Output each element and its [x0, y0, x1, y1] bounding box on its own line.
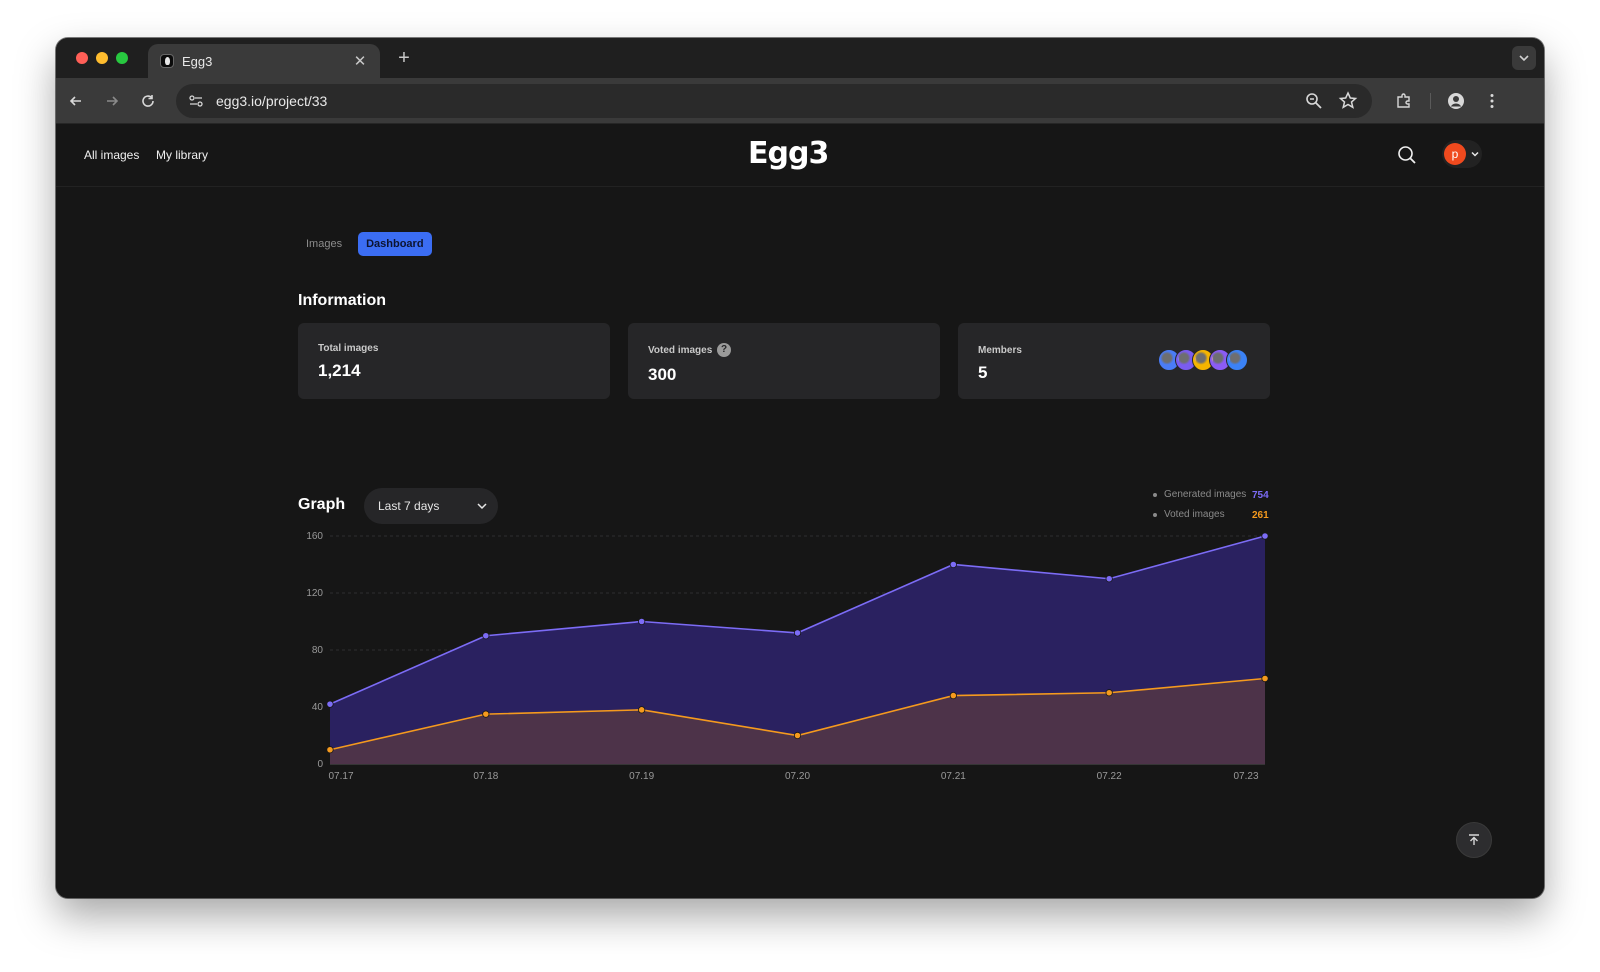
members-card: Members 5	[958, 323, 1270, 399]
x-tick-label: 07.20	[785, 771, 810, 782]
tab-title: Egg3	[182, 53, 213, 69]
data-point	[326, 746, 334, 754]
legend-label: Voted images	[1164, 509, 1225, 520]
legend-label: Generated images	[1164, 489, 1247, 500]
puzzle-icon	[1397, 93, 1410, 108]
data-point	[326, 700, 334, 708]
legend-total: 754	[1252, 490, 1269, 501]
x-tick-label: 07.17	[328, 771, 353, 782]
zoom-icon[interactable]	[1302, 89, 1326, 113]
date-range-select[interactable]: Last 7 days	[364, 488, 498, 524]
legend-dot	[1153, 492, 1157, 497]
y-tick-label: 40	[312, 702, 324, 713]
y-tick-label: 80	[312, 645, 324, 656]
reload-button[interactable]	[136, 89, 160, 113]
member-avatar	[1226, 349, 1248, 371]
extensions-button[interactable]	[1392, 89, 1416, 113]
member-avatars[interactable]	[1158, 349, 1250, 373]
card-value: 1,214	[318, 361, 361, 380]
card-label: Total images	[318, 343, 379, 354]
x-tick-label: 07.22	[1097, 771, 1122, 782]
data-point	[1261, 674, 1269, 683]
tab-strip: Egg3 ✕ +	[56, 38, 1544, 78]
series-area	[330, 678, 1265, 764]
browser-tab[interactable]: Egg3 ✕	[148, 44, 380, 78]
nav-all-images[interactable]: All images	[84, 148, 140, 162]
y-tick-label: 120	[306, 588, 323, 599]
y-tick-label: 160	[306, 531, 323, 542]
legend-generated: Generated images	[1153, 489, 1246, 500]
x-tick-label: 07.19	[629, 771, 654, 782]
site-logo[interactable]: Egg3	[748, 136, 829, 171]
help-icon[interactable]: ?	[717, 343, 731, 357]
profile-icon	[1448, 93, 1464, 109]
legend-total: 261	[1252, 510, 1269, 521]
date-range-value: Last 7 days	[378, 499, 440, 513]
back-button[interactable]	[64, 89, 88, 113]
tab-images[interactable]: Images	[306, 238, 343, 250]
chevron-down-icon	[477, 503, 487, 510]
egg-favicon-icon	[160, 54, 174, 68]
data-point	[638, 706, 646, 714]
data-point	[793, 629, 802, 637]
scroll-to-top-button[interactable]	[1456, 822, 1492, 858]
nav-my-library[interactable]: My library	[156, 148, 209, 162]
arrow-up-icon	[1469, 834, 1479, 845]
y-tick-label: 0	[317, 759, 323, 770]
browser-window: Egg3 ✕ + egg3.io/project/33	[56, 38, 1544, 898]
information-title: Information	[298, 292, 386, 309]
tab-dashboard[interactable]: Dashboard	[358, 232, 432, 256]
chevron-down-icon	[1519, 55, 1529, 62]
data-point	[482, 710, 490, 718]
x-tick-label: 07.18	[473, 771, 498, 782]
toolbar-divider	[1430, 93, 1431, 109]
legend-dot	[1153, 512, 1157, 517]
arrow-left-icon	[69, 96, 81, 106]
browser-menu-button[interactable]	[1480, 89, 1504, 113]
browser-toolbar: egg3.io/project/33	[56, 78, 1544, 124]
forward-button[interactable]	[100, 89, 124, 113]
avatar: p	[1444, 143, 1466, 165]
data-point	[638, 617, 646, 626]
reload-icon	[142, 95, 154, 107]
user-menu[interactable]: p	[1442, 140, 1482, 168]
data-point	[949, 560, 957, 569]
page-content: All images My library Egg3 p Images Dash…	[56, 124, 1544, 898]
new-tab-button[interactable]: +	[398, 47, 410, 69]
x-tick-label: 07.21	[941, 771, 966, 782]
site-header: All images My library Egg3 p	[56, 124, 1544, 187]
x-tick-label: 07.23	[1233, 771, 1258, 782]
bookmark-star-icon[interactable]	[1336, 89, 1360, 113]
address-bar[interactable]: egg3.io/project/33	[176, 84, 1372, 118]
minimize-window-button[interactable]	[96, 52, 108, 64]
graph-title: Graph	[298, 496, 346, 513]
chevron-down-icon	[1471, 151, 1479, 157]
total-images-card: Total images 1,214	[298, 323, 610, 399]
data-point	[949, 692, 957, 700]
kebab-menu-icon	[1490, 94, 1494, 108]
card-label: Members	[978, 345, 1022, 356]
site-settings-icon	[189, 95, 203, 107]
tab-search-button[interactable]	[1512, 46, 1536, 70]
legend-voted: Voted images	[1153, 509, 1225, 520]
profile-button[interactable]	[1444, 89, 1468, 113]
close-window-button[interactable]	[76, 52, 88, 64]
data-point	[1105, 689, 1113, 697]
url-text: egg3.io/project/33	[216, 93, 328, 109]
arrow-right-icon	[107, 96, 119, 106]
data-point	[1105, 575, 1113, 583]
activity-chart: 0 40 80 120 160 07.17 07.18 07.19 07.20 07.21 07.2…	[306, 531, 1269, 782]
card-label: Voted images	[648, 345, 713, 356]
card-value: 300	[648, 365, 677, 384]
view-tabs: Images Dashboard	[298, 232, 432, 256]
card-value: 5	[978, 363, 988, 382]
search-icon[interactable]	[1396, 144, 1418, 166]
maximize-window-button[interactable]	[116, 52, 128, 64]
data-point	[1261, 532, 1269, 540]
tab-close-icon[interactable]: ✕	[353, 53, 367, 70]
voted-images-card: Voted images ? 300	[628, 323, 940, 399]
data-point	[482, 632, 490, 640]
data-point	[793, 731, 802, 740]
